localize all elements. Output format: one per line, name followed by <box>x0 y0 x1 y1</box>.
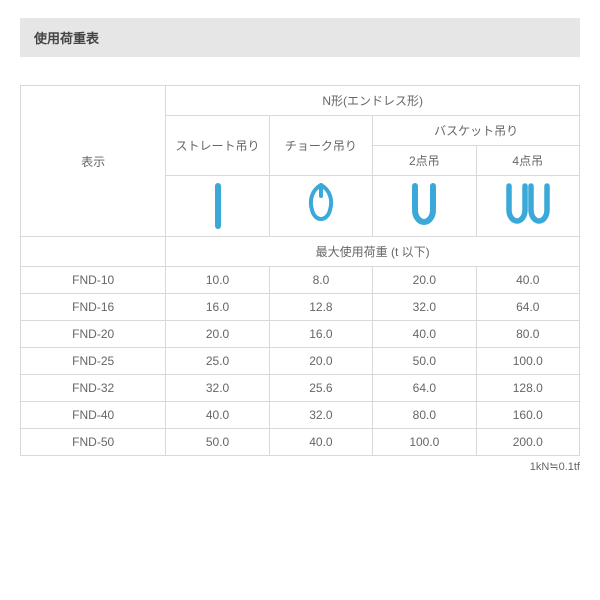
cell-value: 80.0 <box>476 321 579 348</box>
row-name: FND-20 <box>21 321 166 348</box>
cell-value: 64.0 <box>373 375 476 402</box>
load-table: 表示 N形(エンドレス形) ストレート吊り チョーク吊り バスケット吊り 2点吊… <box>20 85 580 456</box>
header-max-load: 最大使用荷重 (t 以下) <box>166 237 580 267</box>
cell-value: 32.0 <box>269 402 372 429</box>
cell-value: 32.0 <box>166 375 269 402</box>
row-name: FND-32 <box>21 375 166 402</box>
cell-value: 50.0 <box>373 348 476 375</box>
cell-value: 100.0 <box>373 429 476 456</box>
choke-sling-icon <box>269 176 372 237</box>
straight-sling-icon <box>166 176 269 237</box>
cell-value: 20.0 <box>269 348 372 375</box>
header-basket-2pt: 2点吊 <box>373 146 476 176</box>
basket-4pt-icon <box>476 176 579 237</box>
table-row: FND-2525.020.050.0100.0 <box>21 348 580 375</box>
row-name: FND-16 <box>21 294 166 321</box>
row-name: FND-10 <box>21 267 166 294</box>
cell-value: 40.0 <box>373 321 476 348</box>
row-name: FND-25 <box>21 348 166 375</box>
cell-value: 32.0 <box>373 294 476 321</box>
cell-value: 40.0 <box>269 429 372 456</box>
cell-value: 25.0 <box>166 348 269 375</box>
basket-2pt-icon <box>373 176 476 237</box>
table-title: 使用荷重表 <box>20 18 580 57</box>
cell-value: 64.0 <box>476 294 579 321</box>
table-row: FND-1616.012.832.064.0 <box>21 294 580 321</box>
rowhead-label: 表示 <box>21 86 166 237</box>
row-name: FND-50 <box>21 429 166 456</box>
cell-value: 100.0 <box>476 348 579 375</box>
cell-value: 128.0 <box>476 375 579 402</box>
cell-value: 50.0 <box>166 429 269 456</box>
table-row: FND-5050.040.0100.0200.0 <box>21 429 580 456</box>
cell-value: 80.0 <box>373 402 476 429</box>
cell-value: 20.0 <box>166 321 269 348</box>
cell-value: 16.0 <box>166 294 269 321</box>
cell-value: 40.0 <box>476 267 579 294</box>
cell-value: 20.0 <box>373 267 476 294</box>
cell-value: 200.0 <box>476 429 579 456</box>
cell-value: 10.0 <box>166 267 269 294</box>
table-row: FND-2020.016.040.080.0 <box>21 321 580 348</box>
header-top: N形(エンドレス形) <box>166 86 580 116</box>
cell-value: 8.0 <box>269 267 372 294</box>
table-row: FND-1010.08.020.040.0 <box>21 267 580 294</box>
cell-value: 160.0 <box>476 402 579 429</box>
row-name: FND-40 <box>21 402 166 429</box>
header-straight: ストレート吊り <box>166 116 269 176</box>
cell-value: 12.8 <box>269 294 372 321</box>
cell-empty <box>21 237 166 267</box>
header-basket-4pt: 4点吊 <box>476 146 579 176</box>
cell-value: 40.0 <box>166 402 269 429</box>
footnote: 1kN≒0.1tf <box>20 456 580 473</box>
header-basket: バスケット吊り <box>373 116 580 146</box>
cell-value: 25.6 <box>269 375 372 402</box>
table-row: FND-3232.025.664.0128.0 <box>21 375 580 402</box>
table-row: FND-4040.032.080.0160.0 <box>21 402 580 429</box>
header-choke: チョーク吊り <box>269 116 372 176</box>
cell-value: 16.0 <box>269 321 372 348</box>
